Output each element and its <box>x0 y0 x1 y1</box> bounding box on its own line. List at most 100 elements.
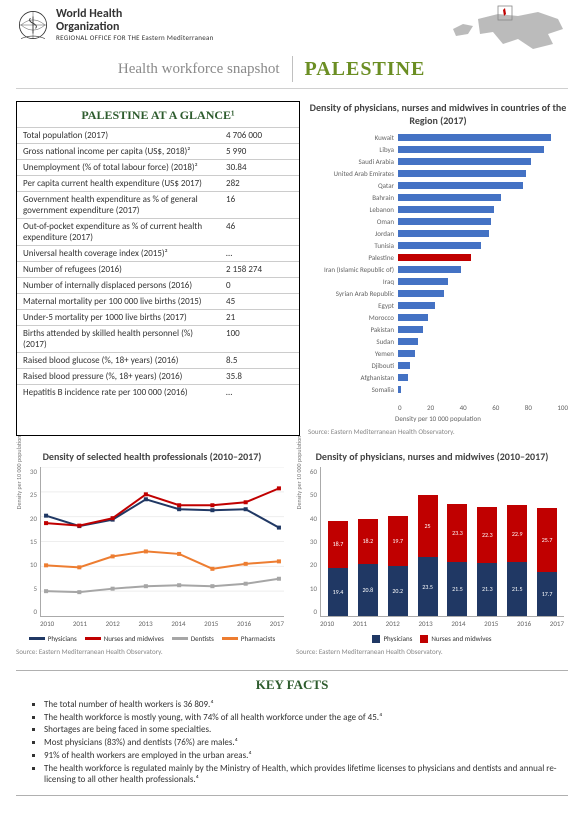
stack-value: 21.3 <box>477 585 497 593</box>
hbar-label: Libya <box>308 145 394 154</box>
legend-swatch <box>372 635 380 643</box>
xtick: 2014 <box>451 619 465 628</box>
stack-seg-phys: 23.5 <box>418 557 438 616</box>
xtick: 2011 <box>73 619 87 628</box>
hbar-label: Sudan <box>308 337 394 346</box>
stack-seg-phys: 21.3 <box>477 563 497 616</box>
stack-value: 25 <box>418 522 438 530</box>
xtick: 2016 <box>517 619 531 628</box>
snapshot-label: Health workforce snapshot <box>16 61 292 78</box>
table-row: Gross national income per capita (US$, 2… <box>17 144 299 160</box>
ytick: 20 <box>303 560 317 569</box>
hbar-bar <box>398 170 526 177</box>
hbar-label: Qatar <box>308 181 394 190</box>
stack-seg-nurs: 18.7 <box>328 521 348 568</box>
xtick: 2013 <box>418 619 432 628</box>
glance-label: Births attended by skilled health person… <box>17 326 220 353</box>
glance-label: Hepatitis B incidence rate per 100 000 (… <box>17 385 220 401</box>
hbar-bar <box>398 242 481 249</box>
hbar-title: Density of physicians, nurses and midwiv… <box>308 101 568 127</box>
stack-column: 23.5 25 <box>418 495 438 616</box>
stack-column: 20.219.7 <box>388 516 408 616</box>
stackchart-ylabel: Density per 10 000 population <box>295 435 303 509</box>
hbar-bar <box>398 326 423 333</box>
keyfacts-title: KEY FACTS <box>24 677 560 693</box>
glance-value: … <box>220 246 299 262</box>
table-row: Number of refugees (2016)2 158 274 <box>17 262 299 278</box>
hbar-bar <box>398 314 428 321</box>
stack-value: 19.7 <box>388 537 408 545</box>
ytick: 20 <box>23 514 37 523</box>
table-row: Maternal mortality per 100 000 live birt… <box>17 294 299 310</box>
table-row: Number of internally displaced persons (… <box>17 278 299 294</box>
hbar-label: Syrian Arab Republic <box>308 289 394 298</box>
stack-column: 21.5 22.9 <box>507 505 527 616</box>
hbar-bar <box>398 338 418 345</box>
hbar-label: Somalia <box>308 385 394 394</box>
hbar-row: Somalia <box>398 383 564 395</box>
xtick: 2012 <box>386 619 400 628</box>
header: World Health Organization REGIONAL OFFIC… <box>16 8 568 42</box>
ytick: 50 <box>303 490 317 499</box>
xtick: 2017 <box>550 619 564 628</box>
hbar-row: Palestine <box>398 251 564 263</box>
hbar-row: Lebanon <box>398 203 564 215</box>
xtick: 2010 <box>40 619 54 628</box>
xtick: 2013 <box>138 619 152 628</box>
xtick: 2014 <box>171 619 185 628</box>
hbar-row: Morocco <box>398 311 564 323</box>
glance-value: 2 158 274 <box>220 262 299 278</box>
xtick: 2010 <box>320 619 334 628</box>
hbar-row: Syrian Arab Republic <box>398 287 564 299</box>
linechart-ylabel: Density per 10 000 population <box>15 435 23 509</box>
glance-value: 8.5 <box>220 353 299 369</box>
legend-item: Nurses and midwives <box>85 634 164 643</box>
hbar-row: Jordan <box>398 227 564 239</box>
hbar-xlabel: Density per 10 000 population <box>308 414 568 423</box>
stack-value: 23.3 <box>447 529 467 537</box>
glance-value: 282 <box>220 176 299 192</box>
hbar-bar <box>398 278 448 285</box>
legend-item: Physicians <box>372 634 412 643</box>
hbar-bar <box>398 134 551 141</box>
glance-label: Unemployment (% of total labour force) (… <box>17 160 220 176</box>
ytick: 40 <box>303 514 317 523</box>
linechart-source: Source: Eastern Mediterranean Health Obs… <box>16 647 288 656</box>
stack-seg-nurs: 22.9 <box>507 505 527 562</box>
stack-chart-panel: Density of physicians, nurses and midwiv… <box>296 450 568 656</box>
glance-label: Number of internally displaced persons (… <box>17 278 220 294</box>
region-map-icon <box>448 4 568 64</box>
who-emblem-icon <box>16 8 50 42</box>
table-row: Out-of-pocket expenditure as % of curren… <box>17 219 299 246</box>
keyfact-item: The total number of health workers is 36… <box>44 699 560 711</box>
hbar-bar <box>398 350 415 357</box>
hbar-bar <box>398 194 501 201</box>
table-row: Births attended by skilled health person… <box>17 326 299 353</box>
xtick: 2015 <box>204 619 218 628</box>
hbar-row: Sudan <box>398 335 564 347</box>
glance-title: PALESTINE AT A GLANCE¹ <box>17 106 299 127</box>
glance-label: Gross national income per capita (US$, 2… <box>17 144 220 160</box>
stack-value: 19.4 <box>328 588 348 596</box>
keyfact-item: 91% of health workers are employed in th… <box>44 750 560 762</box>
hbar-tick: 100 <box>557 403 568 412</box>
legend-label: Nurses and midwives <box>431 634 491 643</box>
glance-label: Maternal mortality per 100 000 live birt… <box>17 294 220 310</box>
legend-label: Physicians <box>48 634 77 643</box>
stack-value: 21.5 <box>507 585 527 593</box>
hbar-tick: 80 <box>525 403 532 412</box>
glance-value: 46 <box>220 219 299 246</box>
hbar-row: United Arab Emirates <box>398 167 564 179</box>
hbar-row: Afghanistan <box>398 371 564 383</box>
glance-value: 30.84 <box>220 160 299 176</box>
hbar-bar <box>398 206 494 213</box>
hbar-source: Source: Eastern Mediterranean Health Obs… <box>308 427 568 436</box>
stack-seg-nurs: 25.7 <box>537 508 557 572</box>
glance-value: 35.8 <box>220 369 299 385</box>
line-chart-panel: Density of selected health professionals… <box>16 450 288 656</box>
hbar-row: Egypt <box>398 299 564 311</box>
ytick: 0 <box>303 607 317 616</box>
table-row: Unemployment (% of total labour force) (… <box>17 160 299 176</box>
stack-value: 17.7 <box>537 590 557 598</box>
xtick: 2017 <box>270 619 284 628</box>
